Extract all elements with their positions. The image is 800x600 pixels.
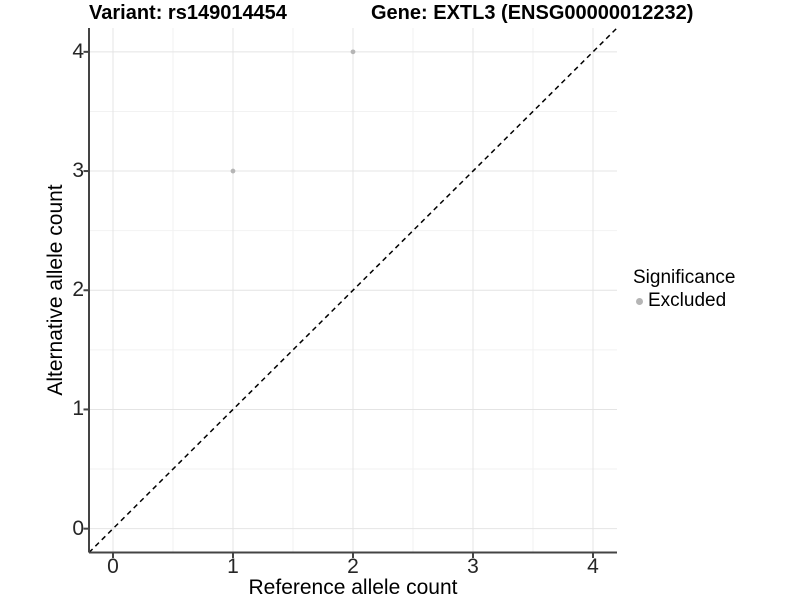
identity-dashed-line [88, 27, 618, 554]
excluded-point-icon [636, 297, 643, 305]
x-tick-label: 0 [107, 555, 119, 578]
axis-lines [88, 28, 617, 554]
y-tick-label: 3 [72, 159, 84, 183]
data-point [230, 168, 236, 174]
legend-item-label: Excluded [648, 290, 727, 311]
x-tick-label: 3 [467, 555, 479, 578]
x-tick-label: 4 [587, 555, 599, 578]
y-tick-label: 4 [72, 39, 84, 63]
x-axis-title: Reference allele count [248, 576, 458, 599]
plot-title-variant: Variant: rs149014454 [89, 2, 287, 24]
legend-title: Significance [633, 267, 736, 288]
y-tick-label: 0 [72, 516, 84, 540]
data-point [350, 49, 356, 55]
legend: Significance Excluded [633, 268, 735, 311]
x-tick-label: 2 [347, 555, 359, 578]
y-tick-label: 1 [72, 397, 84, 421]
data-points [230, 49, 356, 174]
legend-item-excluded: Excluded [633, 291, 735, 311]
x-tick-label: 1 [227, 555, 239, 578]
y-tick-label: 2 [72, 278, 84, 302]
plot-title-gene: Gene: EXTL3 (ENSG00000012232) [371, 2, 694, 24]
y-axis-title: Alternative allele count [44, 184, 67, 396]
tick-marks [83, 50, 594, 558]
